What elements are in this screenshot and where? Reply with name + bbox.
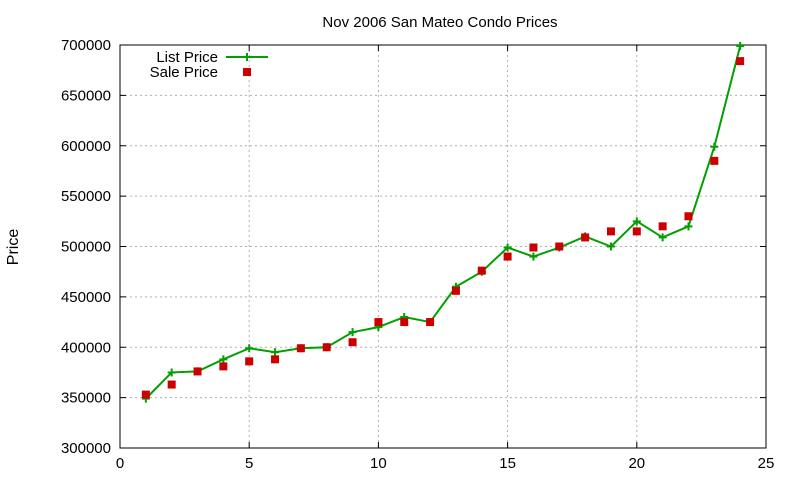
- y-tick-label: 650000: [61, 87, 111, 104]
- data-point: [477, 266, 486, 275]
- x-tick-label: 0: [116, 455, 124, 472]
- data-point: [632, 227, 641, 236]
- y-tick-label: 400000: [61, 339, 111, 356]
- data-point: [606, 227, 615, 236]
- legend-marker: [243, 53, 251, 61]
- data-point: [245, 344, 254, 353]
- axis-ticks: 0 5 10 15 20 25 300000 350000 400000 450000 500000…: [61, 37, 774, 472]
- data-point: [503, 252, 512, 261]
- y-tick-label: 450000: [61, 289, 111, 306]
- legend-label: List Price: [156, 49, 218, 66]
- legend-item: Sale Price: [150, 64, 251, 81]
- data-point: [348, 338, 357, 347]
- data-point: [529, 252, 538, 261]
- data-point: [736, 57, 745, 66]
- data-point: [529, 243, 538, 252]
- x-tick-label: 5: [245, 455, 253, 472]
- x-tick-label: 25: [758, 455, 775, 472]
- data-point: [193, 367, 202, 376]
- grid: [120, 45, 766, 448]
- y-tick-label: 300000: [61, 440, 111, 457]
- series-0: [141, 42, 745, 403]
- data-point: [322, 343, 331, 352]
- y-tick-label: 550000: [61, 188, 111, 205]
- x-tick-label: 15: [499, 455, 516, 472]
- y-tick-label: 500000: [61, 239, 111, 256]
- series: [141, 42, 745, 403]
- legend-swatch: [243, 68, 251, 76]
- data-point: [684, 212, 693, 221]
- data-point: [736, 42, 745, 51]
- data-point: [271, 348, 280, 357]
- data-point: [141, 390, 150, 399]
- data-point: [555, 242, 564, 251]
- data-point: [219, 355, 228, 364]
- series-line: [145, 45, 742, 400]
- data-point: [400, 318, 409, 327]
- x-tick-label: 10: [370, 455, 387, 472]
- series-1: [141, 57, 745, 399]
- plot-frame: [119, 44, 767, 449]
- data-point: [296, 344, 305, 353]
- data-point: [710, 142, 719, 151]
- data-point: [167, 380, 176, 389]
- chart-title: Nov 2006 San Mateo Condo Prices: [322, 14, 557, 31]
- data-point: [348, 328, 357, 337]
- data-point: [658, 222, 667, 231]
- y-tick-label: 600000: [61, 138, 111, 155]
- legend-item: List Price: [156, 49, 268, 66]
- data-point: [451, 286, 460, 295]
- data-point: [684, 222, 693, 231]
- data-point: [606, 242, 615, 251]
- data-point: [271, 355, 280, 364]
- data-point: [426, 318, 435, 327]
- data-point: [658, 233, 667, 242]
- data-point: [503, 243, 512, 252]
- data-point: [374, 318, 383, 327]
- y-axis-label: Price: [5, 229, 22, 266]
- data-point: [219, 362, 228, 371]
- data-point: [167, 368, 176, 377]
- x-tick-label: 20: [628, 455, 645, 472]
- data-point: [632, 217, 641, 226]
- data-point: [581, 233, 590, 242]
- legend-label: Sale Price: [150, 64, 218, 81]
- y-tick-label: 350000: [61, 390, 111, 407]
- data-point: [710, 156, 719, 165]
- data-point: [245, 357, 254, 366]
- y-tick-label: 700000: [61, 37, 111, 54]
